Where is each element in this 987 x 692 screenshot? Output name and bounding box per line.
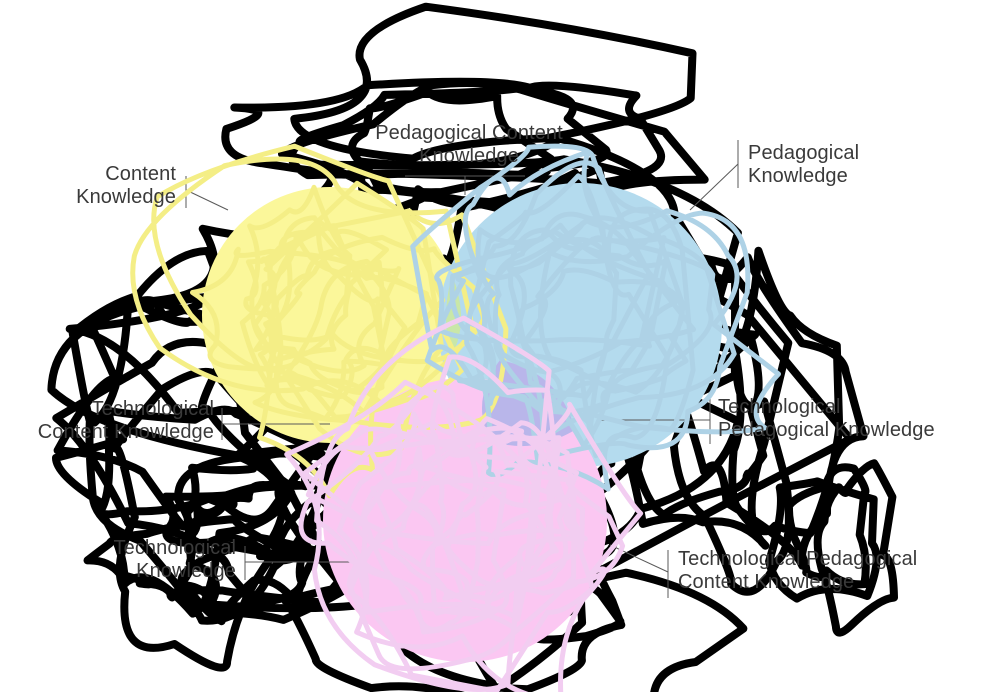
blue-scribble [410,143,781,492]
yellow-scribble [130,143,509,499]
label-tpack: Technological Pedagogical Content Knowle… [678,548,918,593]
label-content-knowledge: Content Knowledge [76,163,176,208]
label-technological-knowledge: Technological Knowledge [113,537,236,582]
black-scribble-left [51,246,352,672]
pink-scribble [284,315,644,692]
black-scribble-lower-left [83,448,423,626]
black-scribble-far-right [765,459,898,637]
label-technological-pedagogical-knowledge: Technological Pedagogical Knowledge [718,396,935,441]
label-pedagogical-content-knowledge: Pedagogical Content Knowledge [375,122,563,167]
foreground-scribble [130,143,781,692]
label-pedagogical-knowledge: Pedagogical Knowledge [748,142,860,187]
black-scribble-top [221,2,709,209]
label-technological-content-knowledge: Technological Content Knowledge [37,398,214,443]
